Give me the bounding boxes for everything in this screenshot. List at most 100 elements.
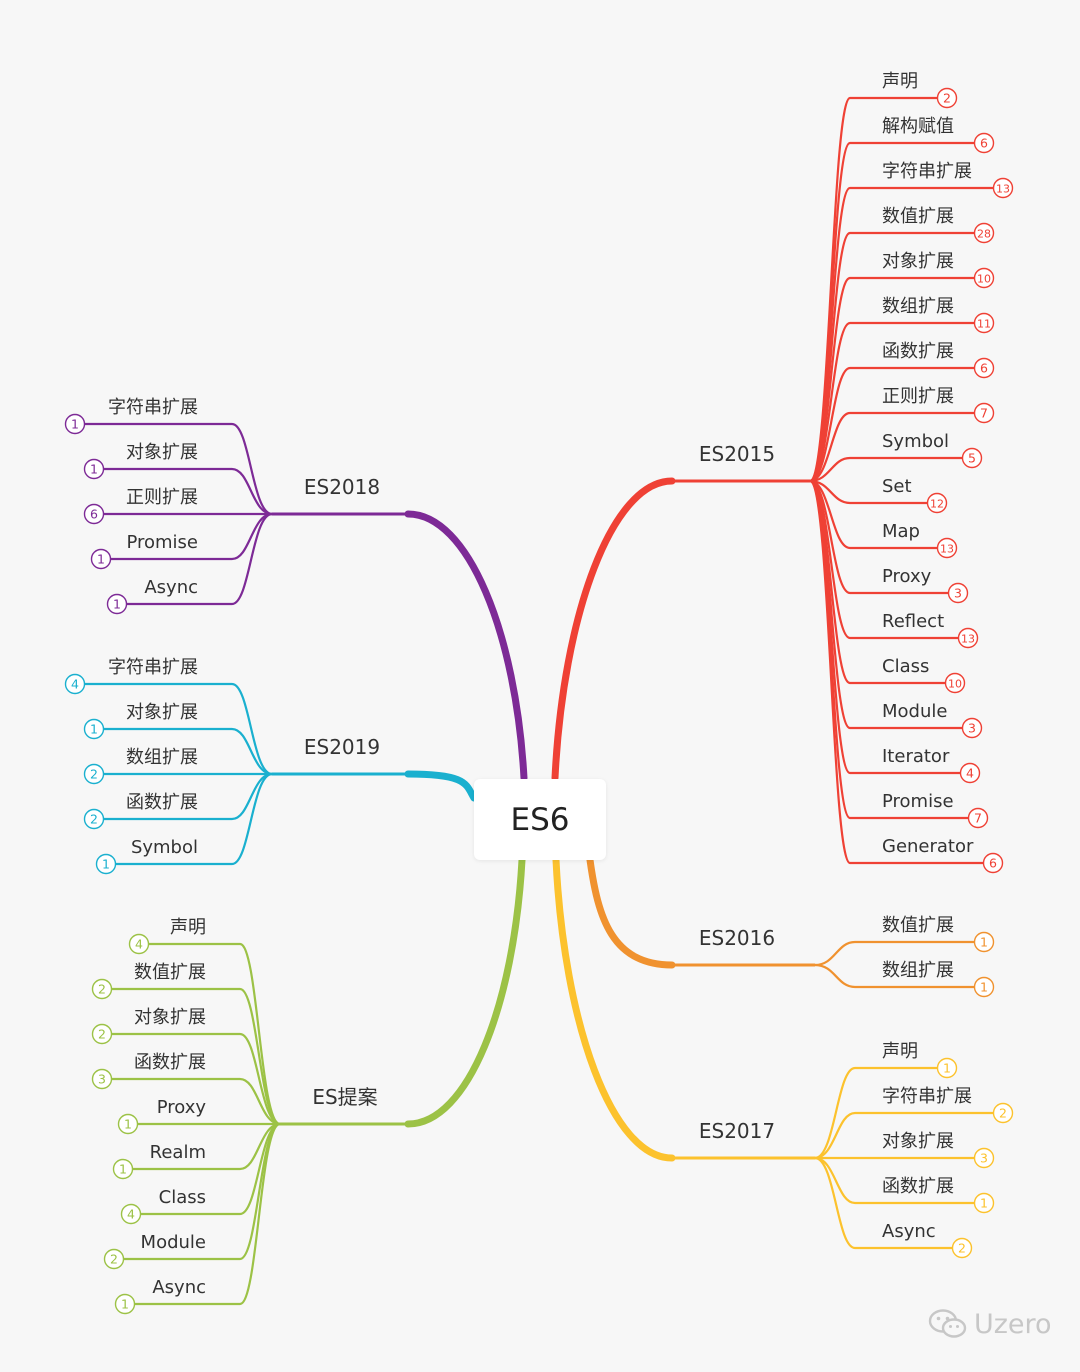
- count-badge[interactable]: [83, 503, 105, 525]
- child-link-es2018: [231, 512, 273, 606]
- count-badge[interactable]: [936, 537, 958, 559]
- count-badge[interactable]: [103, 1248, 125, 1270]
- child-label[interactable]: Set: [882, 476, 912, 497]
- count-badge[interactable]: [926, 492, 948, 514]
- count-badge[interactable]: [91, 1068, 113, 1090]
- count-badge[interactable]: [64, 413, 86, 435]
- count-badge[interactable]: [947, 582, 969, 604]
- branch-label-es2016[interactable]: ES2016: [699, 926, 775, 950]
- count-badge[interactable]: [120, 1203, 142, 1225]
- child-label[interactable]: Proxy: [882, 566, 932, 587]
- branch-label-es2018[interactable]: ES2018: [304, 475, 380, 499]
- count-badge[interactable]: [959, 762, 981, 784]
- count-badge[interactable]: [992, 177, 1014, 199]
- child-label[interactable]: 声明: [882, 71, 918, 92]
- child-label[interactable]: 声明: [170, 917, 206, 938]
- child-label[interactable]: Iterator: [882, 746, 950, 767]
- child-label[interactable]: 对象扩展: [126, 702, 198, 723]
- child-label[interactable]: Async: [882, 1221, 936, 1242]
- count-badge[interactable]: [83, 458, 105, 480]
- child-label[interactable]: 解构赋值: [882, 116, 954, 137]
- child-link-es2018: [231, 422, 273, 516]
- count-badge[interactable]: [117, 1113, 139, 1135]
- child-label[interactable]: 数组扩展: [882, 296, 954, 317]
- child-label[interactable]: 函数扩展: [126, 792, 198, 813]
- count-badge[interactable]: [114, 1293, 136, 1315]
- child-label[interactable]: Map: [882, 521, 920, 542]
- count-badge[interactable]: [973, 357, 995, 379]
- child-label[interactable]: Symbol: [882, 431, 949, 452]
- count-badge[interactable]: [973, 132, 995, 154]
- count-badge[interactable]: [936, 1057, 958, 1079]
- count-badge[interactable]: [982, 852, 1004, 874]
- count-badge[interactable]: [973, 1147, 995, 1169]
- child-label[interactable]: 数值扩展: [882, 915, 954, 936]
- child-label[interactable]: Async: [152, 1277, 206, 1298]
- count-badge[interactable]: [973, 402, 995, 424]
- child-label[interactable]: Class: [882, 656, 929, 677]
- count-badge[interactable]: [973, 222, 995, 244]
- child-link-es2019: [231, 727, 273, 776]
- count-badge[interactable]: [936, 87, 958, 109]
- count-badge[interactable]: [961, 447, 983, 469]
- child-label[interactable]: Module: [882, 701, 947, 722]
- count-badge[interactable]: [90, 548, 112, 570]
- branch-label-es2017[interactable]: ES2017: [699, 1119, 775, 1143]
- child-label[interactable]: 数组扩展: [882, 960, 954, 981]
- child-label[interactable]: 对象扩展: [882, 1131, 954, 1152]
- child-label[interactable]: 对象扩展: [882, 251, 954, 272]
- child-label[interactable]: Symbol: [131, 837, 198, 858]
- root-node[interactable]: ES6: [474, 779, 606, 860]
- count-badge[interactable]: [973, 931, 995, 953]
- count-badge[interactable]: [95, 853, 117, 875]
- child-label[interactable]: 数组扩展: [126, 747, 198, 768]
- count-badge[interactable]: [992, 1102, 1014, 1124]
- count-value: 12: [930, 498, 944, 511]
- child-label[interactable]: 对象扩展: [134, 1007, 206, 1028]
- child-label[interactable]: Async: [144, 577, 198, 598]
- count-badge[interactable]: [83, 808, 105, 830]
- child-label[interactable]: 数值扩展: [134, 962, 206, 983]
- count-badge[interactable]: [64, 673, 86, 695]
- child-label[interactable]: 正则扩展: [126, 487, 198, 508]
- count-badge[interactable]: [91, 978, 113, 1000]
- child-label[interactable]: 字符串扩展: [882, 161, 972, 182]
- count-badge[interactable]: [83, 763, 105, 785]
- count-badge[interactable]: [128, 933, 150, 955]
- count-badge[interactable]: [112, 1158, 134, 1180]
- count-badge[interactable]: [973, 1192, 995, 1214]
- child-label[interactable]: 函数扩展: [882, 1176, 954, 1197]
- branch-label-esproposal[interactable]: ES提案: [312, 1085, 377, 1109]
- child-label[interactable]: Proxy: [157, 1097, 207, 1118]
- child-label[interactable]: Module: [141, 1232, 206, 1253]
- count-value: 1: [124, 1117, 132, 1132]
- child-label[interactable]: Class: [159, 1187, 206, 1208]
- count-badge[interactable]: [951, 1237, 973, 1259]
- count-badge[interactable]: [973, 976, 995, 998]
- child-label[interactable]: 正则扩展: [882, 386, 954, 407]
- child-label[interactable]: Generator: [882, 836, 974, 857]
- count-badge[interactable]: [973, 267, 995, 289]
- child-label[interactable]: Promise: [882, 791, 954, 812]
- child-label[interactable]: 字符串扩展: [882, 1086, 972, 1107]
- child-label[interactable]: 声明: [882, 1041, 918, 1062]
- branch-label-es2015[interactable]: ES2015: [699, 442, 775, 466]
- child-label[interactable]: 数值扩展: [882, 206, 954, 227]
- count-badge[interactable]: [967, 807, 989, 829]
- branch-label-es2019[interactable]: ES2019: [304, 735, 380, 759]
- count-badge[interactable]: [91, 1023, 113, 1045]
- child-label[interactable]: 字符串扩展: [108, 657, 198, 678]
- child-label[interactable]: Realm: [150, 1142, 206, 1163]
- child-label[interactable]: Reflect: [882, 611, 944, 632]
- count-badge[interactable]: [83, 718, 105, 740]
- count-badge[interactable]: [973, 312, 995, 334]
- child-label[interactable]: 函数扩展: [134, 1052, 206, 1073]
- count-badge[interactable]: [957, 627, 979, 649]
- count-badge[interactable]: [961, 717, 983, 739]
- child-label[interactable]: Promise: [126, 532, 198, 553]
- count-badge[interactable]: [944, 672, 966, 694]
- child-label[interactable]: 对象扩展: [126, 442, 198, 463]
- child-label[interactable]: 字符串扩展: [108, 397, 198, 418]
- count-badge[interactable]: [106, 593, 128, 615]
- child-label[interactable]: 函数扩展: [882, 341, 954, 362]
